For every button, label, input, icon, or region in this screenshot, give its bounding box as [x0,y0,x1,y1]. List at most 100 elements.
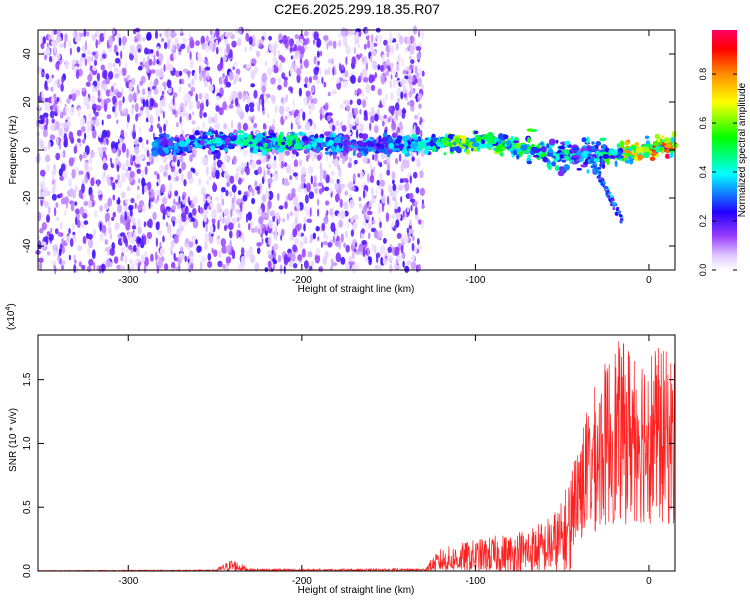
spectrogram-cell [402,177,407,183]
spectrogram-cell [144,166,148,176]
spectrogram-cell [337,213,341,219]
spectrogram-cell [397,108,403,116]
spectrogram-cell [377,64,381,71]
spectrogram-cell [378,33,382,44]
spectrogram-cell [224,137,231,145]
x-tick-label: -100 [465,576,485,587]
spectrogram-cell [388,142,395,150]
spectrogram-cell [144,184,148,193]
spectrogram-cell [330,222,336,233]
spectrogram-cell [201,42,206,50]
spectrogram-cell [659,147,664,152]
spectrogram-cell [361,240,367,245]
spectrogram-cell [186,45,191,54]
spectrogram-cell [47,34,51,40]
spectrogram-cell [277,192,280,201]
spectrogram-cell [402,159,409,169]
spectrogram-cell [205,131,211,136]
spectrogram-cell [232,94,235,100]
spectrogram-cell [79,61,83,69]
spectrogram-cell [297,124,302,130]
spectrogram-cell [306,218,313,223]
spectrogram-cell [258,216,264,225]
spectrogram-cell [198,92,203,100]
spectrogram-cell [68,131,74,141]
spectrogram-cell [192,195,198,206]
spectrogram-cell [347,112,353,120]
spectrogram-cell [253,89,258,99]
spectrogram-cell [155,237,159,247]
spectrogram-cell [351,56,357,66]
spectrogram-cell [99,57,104,62]
spectrogram-cell [347,162,352,169]
spectrogram-cell [41,180,45,191]
spectrogram-cell [96,72,101,82]
spectrogram-cell [46,164,50,172]
spectrogram-cell [188,200,191,206]
spectrogram-cell [352,173,356,182]
spectrogram-cell [665,153,671,159]
spectrogram-cell [239,106,243,112]
spectrogram-cell [277,84,282,91]
spectrogram-cell [338,142,343,148]
spectrogram-cell [315,247,321,256]
spectrogram-cell [146,117,149,123]
spectrogram-cell [379,244,386,255]
spectrogram-cell [138,136,143,143]
spectrogram-cell [343,70,349,78]
spectrogram-cell [465,148,470,155]
spectrogram-cell [167,87,172,94]
spectrogram-cell [190,262,194,270]
spectrogram-cell [100,82,105,90]
spectrogram-cell [249,254,256,264]
spectrogram-cell [59,192,63,198]
spectrogram-cell [107,62,113,70]
spectrogram-cell [54,41,59,46]
spectrogram-cell [380,256,384,266]
spectrogram-cell [95,118,100,127]
spectrogram-cell [97,89,101,98]
spectrogram-cell [140,170,146,177]
spectrogram-cell [113,44,118,54]
spectrogram-cell [179,154,184,163]
spectrogram-cell [234,172,240,182]
spectrogram-cell [220,238,226,247]
spectrogram-cell [540,153,545,158]
spectrogram-cell [357,43,360,48]
spectrogram-cell [391,121,397,130]
spectrogram-cell [79,154,82,162]
spectrogram-cell [137,237,142,244]
spectrogram-cell [248,223,251,231]
spectrogram-cell [69,47,72,56]
spectrogram-cell [587,156,591,160]
spectrogram-cell [323,241,328,246]
spectrogram-cell [266,113,270,119]
spectrogram-cell [527,154,531,158]
spectrogram-cell [129,258,133,264]
spectrogram-cell [166,221,169,227]
spectrogram-cell [41,71,45,76]
spectrogram-cell [94,86,99,92]
spectrogram-cell [222,101,227,110]
spectrogram-cell [564,155,570,161]
spectrogram-cell [352,150,356,156]
spectrogram-cell [653,141,659,147]
spectrogram-cell [421,70,425,77]
spectrogram-cell [285,164,292,174]
x-tick-label: -300 [118,275,138,286]
spectrogram-cell [77,59,80,65]
spectrogram-cell [229,136,237,142]
spectrogram-cell [660,135,665,139]
spectrogram-cell [166,79,172,89]
spectrogram-cell [336,196,341,201]
spectrogram-cell [107,197,112,207]
spectrogram-cell [410,142,418,149]
spectrogram-cell [386,64,390,70]
spectrogram-cell [194,130,200,136]
spectrogram-cell [224,171,228,178]
spectrogram-cell [167,138,176,142]
spectrogram-cell [400,196,403,203]
spectrogram-cell [149,80,153,91]
spectrogram-cell [343,80,348,88]
spectrogram-cell [171,32,177,37]
